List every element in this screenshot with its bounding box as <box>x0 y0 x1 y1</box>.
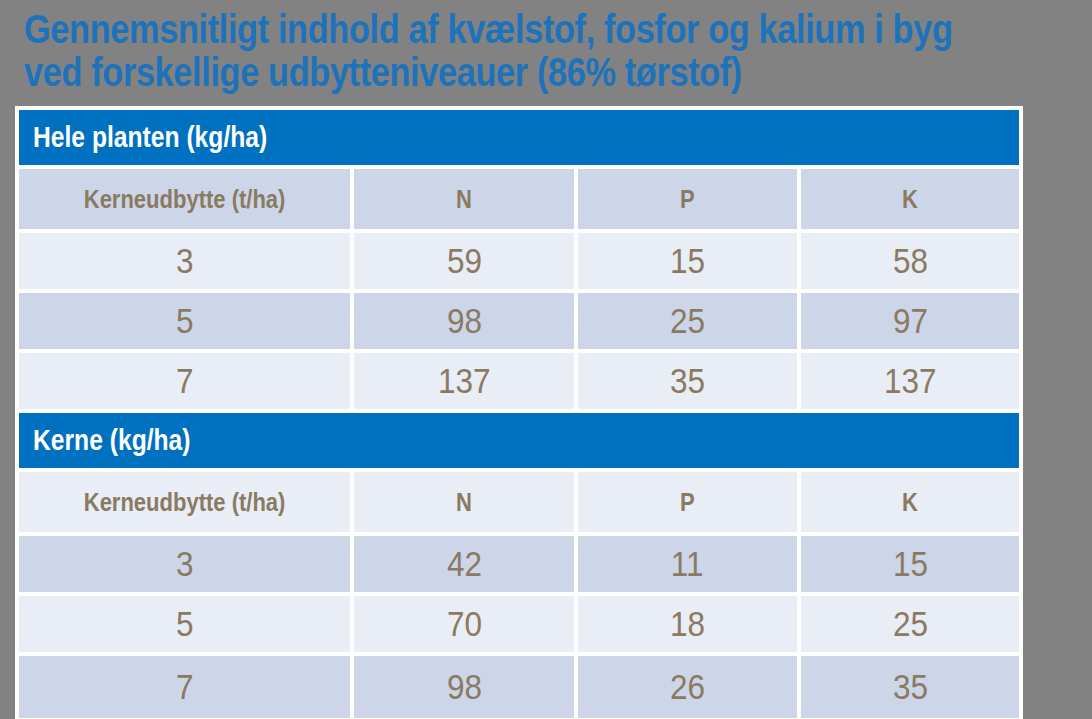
cell-value: 59 <box>446 241 481 281</box>
table-cell: 35 <box>578 353 797 409</box>
data-row: 7 137 35 137 <box>19 353 1019 409</box>
data-row: 3 42 11 15 <box>19 536 1019 592</box>
col-header-text: K <box>902 488 918 517</box>
slide-canvas: Gennemsnitligt indhold af kvælstof, fosf… <box>0 0 1092 719</box>
table-cell: 26 <box>578 656 797 718</box>
cell-value: 70 <box>446 604 481 644</box>
npk-table: Hele planten (kg/ha) Kerneudbytte (t/ha)… <box>15 106 1023 719</box>
cell-value: 35 <box>892 667 927 707</box>
header-row: Kerneudbytte (t/ha) N P K <box>19 169 1019 229</box>
col-header-text: Kerneudbytte (t/ha) <box>84 185 286 214</box>
table-cell: 98 <box>354 293 574 349</box>
table-cell: 15 <box>801 536 1019 592</box>
cell-value: 35 <box>670 361 705 401</box>
col-header-p: P <box>578 169 797 229</box>
cell-value: 7 <box>176 361 194 401</box>
col-header-text: P <box>680 185 695 214</box>
table-cell: 15 <box>578 233 797 289</box>
table-cell: 7 <box>19 353 350 409</box>
table-cell: 35 <box>801 656 1019 718</box>
data-row: 5 98 25 97 <box>19 293 1019 349</box>
col-header-text: N <box>456 488 472 517</box>
data-row: 7 98 26 35 <box>19 656 1019 718</box>
col-header-k: K <box>801 169 1019 229</box>
section-band-label: Hele planten (kg/ha) <box>19 110 1019 165</box>
col-header-n: N <box>354 169 574 229</box>
cell-value: 97 <box>892 301 927 341</box>
col-header-text: P <box>680 488 695 517</box>
table-cell: 137 <box>801 353 1019 409</box>
section-band-label-text: Kerne (kg/ha) <box>33 424 191 457</box>
slide-title-line2: ved forskellige udbytteniveauer (86% tør… <box>24 51 953 94</box>
table-cell: 18 <box>578 596 797 652</box>
table-cell: 25 <box>801 596 1019 652</box>
table-cell: 137 <box>354 353 574 409</box>
col-header-text: Kerneudbytte (t/ha) <box>84 488 286 517</box>
cell-value: 11 <box>671 544 704 584</box>
cell-value: 15 <box>892 544 927 584</box>
cell-value: 15 <box>670 241 705 281</box>
section-band-hele-planten: Hele planten (kg/ha) <box>19 110 1019 165</box>
col-header-k: K <box>801 472 1019 532</box>
col-header-n: N <box>354 472 574 532</box>
npk-table-wrap: Hele planten (kg/ha) Kerneudbytte (t/ha)… <box>15 106 1023 719</box>
table-cell: 3 <box>19 536 350 592</box>
cell-value: 5 <box>176 604 194 644</box>
cell-value: 5 <box>176 301 194 341</box>
table-cell: 25 <box>578 293 797 349</box>
data-row: 3 59 15 58 <box>19 233 1019 289</box>
cell-value: 3 <box>176 241 194 281</box>
table-cell: 97 <box>801 293 1019 349</box>
col-header-text: N <box>456 185 472 214</box>
section-band-kerne: Kerne (kg/ha) <box>19 413 1019 468</box>
table-cell: 5 <box>19 596 350 652</box>
table-cell: 5 <box>19 293 350 349</box>
table-cell: 98 <box>354 656 574 718</box>
section-band-label: Kerne (kg/ha) <box>19 413 1019 468</box>
cell-value: 58 <box>892 241 927 281</box>
col-header-kerneudbytte: Kerneudbytte (t/ha) <box>19 472 350 532</box>
cell-value: 26 <box>670 667 705 707</box>
header-row: Kerneudbytte (t/ha) N P K <box>19 472 1019 532</box>
slide-title: Gennemsnitligt indhold af kvælstof, fosf… <box>24 8 953 94</box>
cell-value: 18 <box>670 604 705 644</box>
col-header-p: P <box>578 472 797 532</box>
table-cell: 58 <box>801 233 1019 289</box>
table-cell: 70 <box>354 596 574 652</box>
section-band-label-text: Hele planten (kg/ha) <box>33 121 267 154</box>
cell-value: 25 <box>892 604 927 644</box>
table-cell: 42 <box>354 536 574 592</box>
table-cell: 11 <box>578 536 797 592</box>
cell-value: 98 <box>446 667 481 707</box>
table-cell: 3 <box>19 233 350 289</box>
col-header-text: K <box>902 185 918 214</box>
table-cell: 7 <box>19 656 350 718</box>
data-row: 5 70 18 25 <box>19 596 1019 652</box>
cell-value: 137 <box>884 361 937 401</box>
table-cell: 59 <box>354 233 574 289</box>
cell-value: 42 <box>446 544 481 584</box>
cell-value: 3 <box>176 544 194 584</box>
cell-value: 98 <box>446 301 481 341</box>
cell-value: 7 <box>176 667 194 707</box>
col-header-kerneudbytte: Kerneudbytte (t/ha) <box>19 169 350 229</box>
cell-value: 137 <box>438 361 491 401</box>
slide-title-line1: Gennemsnitligt indhold af kvælstof, fosf… <box>24 8 953 51</box>
cell-value: 25 <box>670 301 705 341</box>
